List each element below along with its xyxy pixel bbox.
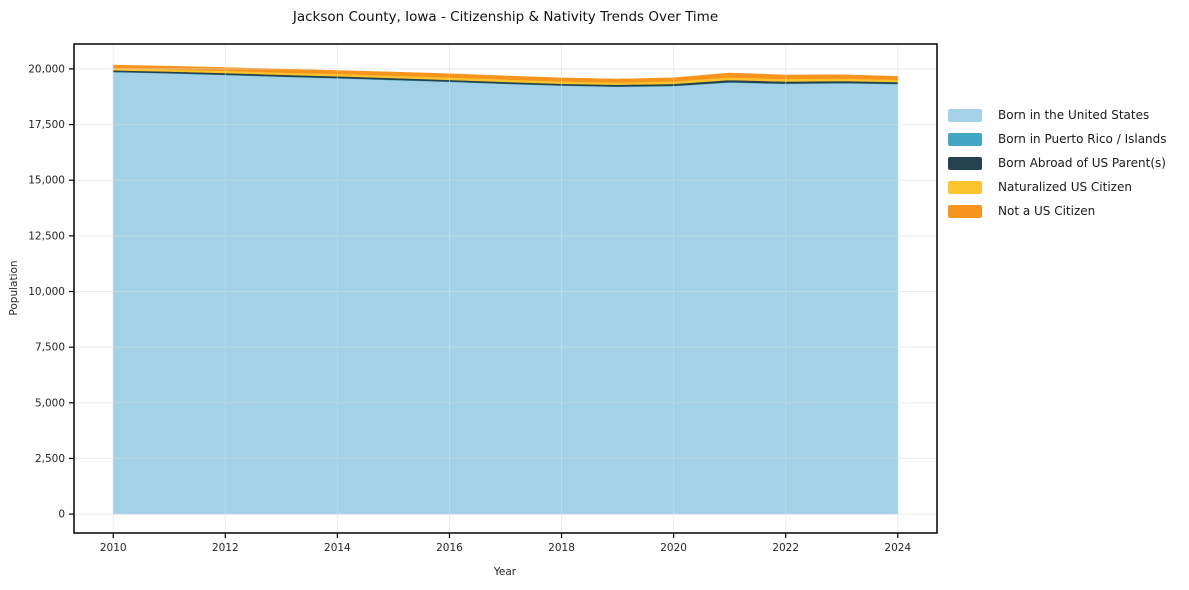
legend-label: Born Abroad of US Parent(s) — [998, 156, 1166, 170]
y-tick-label: 2,500 — [35, 453, 65, 465]
legend-item: Not a US Citizen — [948, 199, 1167, 223]
legend-swatch — [948, 156, 982, 170]
legend-swatch — [948, 108, 982, 122]
x-tick-label: 2014 — [324, 542, 351, 554]
grid-layer — [74, 44, 937, 533]
x-tick-label: 2022 — [772, 542, 799, 554]
y-axis-label: Population — [8, 260, 20, 316]
x-axis-label: Year — [493, 566, 517, 578]
x-tick-label: 2016 — [436, 542, 463, 554]
tick-labels: 2010 2012 2014 2016 2018 2020 2022 2024 0 2,500 5,… — [28, 63, 911, 554]
legend-label: Not a US Citizen — [998, 204, 1096, 218]
legend-item: Born Abroad of US Parent(s) — [948, 151, 1167, 175]
y-tick-label: 12,500 — [28, 230, 65, 242]
area-series-layer — [112, 64, 899, 515]
y-tick-label: 5,000 — [35, 397, 65, 409]
x-tick-label: 2010 — [100, 542, 127, 554]
plot-border — [73, 43, 938, 534]
x-tick-label: 2018 — [548, 542, 575, 554]
legend: Born in the United States Born in Puerto… — [948, 103, 1167, 223]
y-tick-label: 20,000 — [28, 63, 65, 75]
y-tick-label: 0 — [58, 509, 65, 521]
legend-swatch — [948, 180, 982, 194]
legend-label: Born in Puerto Rico / Islands — [998, 132, 1167, 146]
legend-label: Naturalized US Citizen — [998, 180, 1132, 194]
x-tick-label: 2020 — [660, 542, 687, 554]
x-tick-label: 2024 — [884, 542, 911, 554]
legend-item: Naturalized US Citizen — [948, 175, 1167, 199]
area-series-0 — [112, 71, 899, 515]
legend-item: Born in Puerto Rico / Islands — [948, 127, 1167, 151]
legend-swatch — [948, 204, 982, 218]
y-tick-label: 7,500 — [35, 342, 65, 354]
x-tick-label: 2012 — [212, 542, 239, 554]
y-tick-label: 15,000 — [28, 175, 65, 187]
y-tick-label: 10,000 — [28, 286, 65, 298]
legend-swatch — [948, 132, 982, 146]
tick-marks — [69, 68, 899, 538]
legend-label: Born in the United States — [998, 108, 1150, 122]
legend-item: Born in the United States — [948, 103, 1167, 127]
y-tick-label: 17,500 — [28, 119, 65, 131]
chart-title: Jackson County, Iowa - Citizenship & Nat… — [292, 9, 719, 25]
